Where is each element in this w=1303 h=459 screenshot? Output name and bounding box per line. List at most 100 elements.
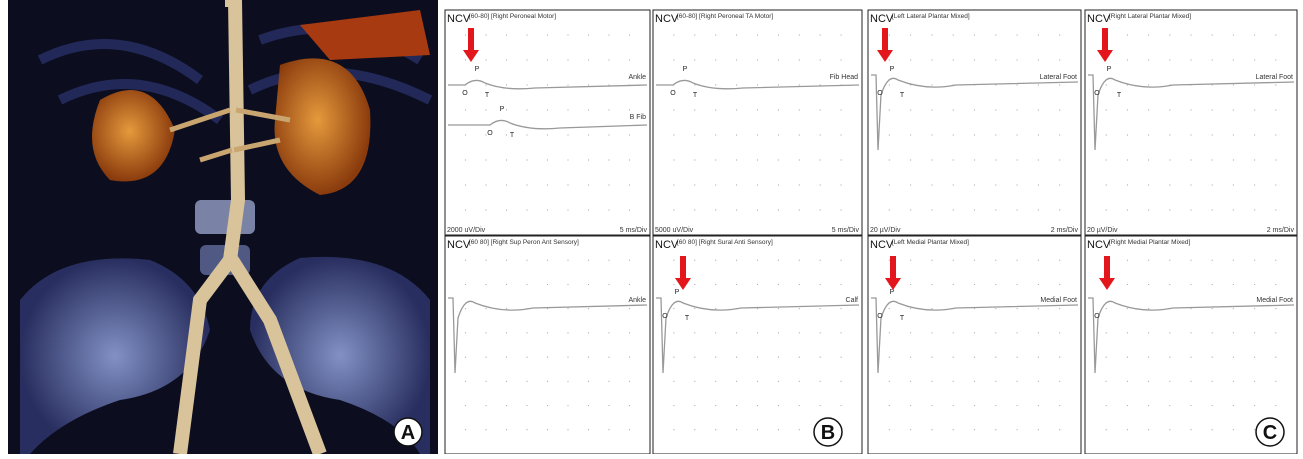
grid-dot <box>910 380 912 382</box>
grid-dot <box>608 159 610 161</box>
grid-dot <box>1148 259 1150 261</box>
sweep: 5 ms/Div <box>620 227 648 234</box>
grid-dot <box>1016 283 1018 286</box>
grid-dot <box>888 59 890 61</box>
grid-dot <box>1190 259 1192 261</box>
grid-dot <box>526 429 528 431</box>
grid-dot <box>628 283 631 286</box>
grid-dot <box>673 404 675 407</box>
grid-dot <box>587 429 590 431</box>
grid-dot <box>485 259 487 261</box>
grid-dot <box>756 308 759 310</box>
grid-dot <box>1126 184 1128 186</box>
grid-dot <box>1105 356 1107 358</box>
grid-dot <box>756 259 759 261</box>
grid-dot <box>715 84 717 86</box>
grid-dot <box>1232 259 1234 261</box>
grid-dot <box>952 259 954 261</box>
sensitivity: 5000 uV/Div <box>655 227 694 234</box>
site-label: Lateral Foot <box>1256 74 1293 81</box>
grid-dot <box>888 184 890 186</box>
grid-dot <box>1037 59 1039 61</box>
grid-dot <box>952 159 954 161</box>
grid-dot <box>1037 332 1039 334</box>
grid-dot <box>567 308 569 310</box>
grid-dot <box>756 159 759 161</box>
trace-header: [60-80] [Right Peroneal TA Motor] <box>677 13 773 20</box>
grid-dot <box>715 209 717 211</box>
grid-dot <box>673 184 675 186</box>
grid-dot <box>756 184 759 186</box>
grid-dot <box>819 34 821 36</box>
grid-dot <box>840 109 842 111</box>
grid-dot <box>952 109 954 111</box>
grid-dot <box>1105 184 1107 186</box>
trace-panel <box>1084 235 1298 455</box>
grid-dot <box>546 184 549 186</box>
grid-dot <box>567 184 569 186</box>
grid-dot <box>798 134 800 136</box>
grid-dot <box>888 404 890 407</box>
grid-dot <box>1169 380 1171 382</box>
grid-dot <box>910 184 912 186</box>
grid-dot <box>1211 404 1213 407</box>
grid-dot <box>505 332 508 334</box>
grid-dot <box>1148 134 1150 136</box>
grid-dot <box>1148 429 1150 431</box>
grid-dot <box>973 429 976 431</box>
grid-dot <box>546 283 549 286</box>
grid-dot <box>995 283 997 286</box>
grid-dot <box>608 332 610 334</box>
grid-dot <box>819 404 821 407</box>
marker: T <box>485 92 490 99</box>
grid-dot <box>1059 259 1061 261</box>
grid-dot <box>1148 356 1150 358</box>
grid-dot <box>931 308 933 310</box>
grid-dot <box>546 109 549 111</box>
grid-dot <box>798 59 800 61</box>
grid-dot <box>1037 429 1039 431</box>
grid-dot <box>505 159 508 161</box>
grid-dot <box>628 404 631 407</box>
grid-dot <box>1126 134 1128 136</box>
grid-dot <box>526 134 528 136</box>
trace-header: [60 80] [Right Sural Anti Sensory] <box>677 239 773 246</box>
grid-dot <box>587 109 590 111</box>
grid-dot <box>736 184 738 186</box>
trace-panel <box>444 9 651 236</box>
grid-dot <box>587 159 590 161</box>
grid-dot <box>1148 184 1150 186</box>
grid-dot <box>840 283 842 286</box>
marker: O <box>487 130 493 137</box>
grid-dot <box>1211 332 1213 334</box>
grid-dot <box>587 283 590 286</box>
grid-dot <box>931 34 933 36</box>
grid-dot <box>567 356 569 358</box>
grid-dot <box>777 209 780 211</box>
grid-dot <box>1169 332 1171 334</box>
grid-dot <box>777 159 780 161</box>
grid-dot <box>1275 356 1277 358</box>
grid-dot <box>464 134 467 136</box>
grid-dot <box>798 159 800 161</box>
grid-dot <box>1211 283 1213 286</box>
grid-dot <box>973 259 976 261</box>
grid-dot <box>526 283 528 286</box>
grid-dot <box>910 209 912 211</box>
grid-dot <box>608 283 610 286</box>
grid-dot <box>608 356 610 358</box>
grid-dot <box>715 356 717 358</box>
panel-label: A <box>401 422 415 444</box>
grid-dot <box>777 380 780 382</box>
grid-dot <box>1126 109 1128 111</box>
site-label: Lateral Foot <box>1040 74 1077 81</box>
grid-dot <box>464 283 467 286</box>
waveform <box>871 74 1079 151</box>
grid-dot <box>1016 404 1018 407</box>
grid-dot <box>546 134 549 136</box>
trace-header: [60 80] [Right Sup Peron Ant Sensory] <box>469 239 579 246</box>
grid-dot <box>526 404 528 407</box>
grid-dot <box>973 59 976 61</box>
arrow <box>1099 256 1115 290</box>
grid-dot <box>1016 34 1018 36</box>
